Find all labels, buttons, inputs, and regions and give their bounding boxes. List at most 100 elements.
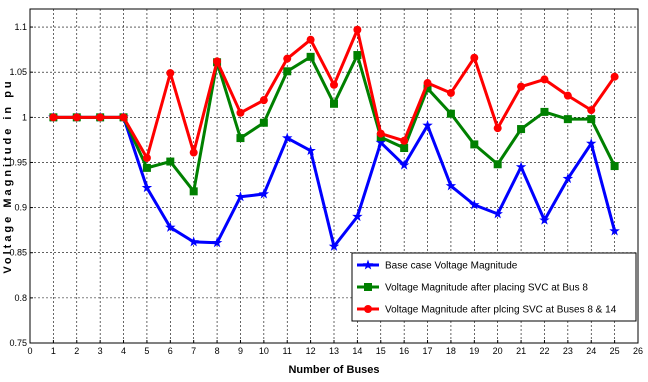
data-point [189, 187, 198, 196]
x-tick-label: 6 [168, 346, 173, 356]
data-point [353, 25, 362, 34]
data-point [470, 53, 479, 62]
data-point [586, 138, 597, 148]
data-point [492, 208, 503, 219]
data-point [469, 199, 480, 210]
data-point [587, 106, 596, 115]
data-point [400, 144, 409, 153]
data-point [330, 99, 338, 108]
data-point [236, 108, 245, 117]
legend-marker [362, 259, 374, 270]
data-point [353, 51, 362, 60]
data-point [587, 115, 596, 124]
data-point [96, 113, 105, 122]
data-point [517, 125, 526, 134]
x-tick-label: 4 [121, 346, 126, 356]
data-point [470, 140, 479, 149]
y-tick-label: 1 [22, 112, 27, 122]
x-tick-label: 24 [586, 346, 596, 356]
y-tick-label: 0.9 [14, 203, 27, 213]
data-point [188, 236, 199, 247]
x-tick-label: 8 [215, 346, 220, 356]
x-tick-label: 11 [283, 346, 292, 356]
data-point [540, 107, 549, 116]
legend-label: Voltage Magnitude after plcing SVC at Bu… [385, 305, 617, 316]
legend-box [351, 252, 637, 322]
data-point [515, 161, 527, 172]
x-tick-label: 12 [306, 346, 316, 356]
data-point [306, 35, 315, 44]
data-point [423, 79, 432, 88]
x-tick-label: 9 [238, 346, 243, 356]
series-1 [48, 111, 620, 251]
data-point [375, 137, 386, 148]
x-tick-label: 1 [51, 346, 56, 356]
data-point [119, 113, 128, 122]
data-point [493, 124, 502, 133]
x-tick-label: 25 [610, 346, 620, 356]
x-tick-label: 13 [329, 346, 339, 356]
data-point [563, 115, 572, 124]
data-point [165, 221, 176, 232]
legend-entry: Voltage Magnitude after placing SVC at B… [357, 283, 588, 294]
x-tick-label: 14 [352, 346, 362, 356]
series-layer [48, 25, 620, 251]
x-tick-label: 16 [399, 346, 409, 356]
x-tick-label: 23 [563, 346, 573, 356]
legend-marker [364, 305, 372, 313]
data-point [517, 82, 526, 91]
data-point [213, 57, 222, 66]
x-tick-label: 26 [633, 346, 643, 356]
data-point [166, 69, 175, 78]
data-point [493, 160, 502, 169]
data-point [563, 91, 572, 100]
data-point [398, 159, 410, 170]
data-point [282, 132, 293, 143]
x-tick-label: 7 [191, 346, 196, 356]
x-tick-label: 10 [259, 346, 269, 356]
data-point [283, 54, 292, 63]
y-axis-title: Voltage Magnitude in pu [2, 78, 14, 273]
series-3 [49, 25, 619, 162]
data-point [610, 162, 619, 171]
legend: Base case Voltage Magnitude Voltage Magni… [351, 252, 637, 322]
data-point [258, 188, 270, 199]
data-point [142, 153, 151, 162]
x-tick-label: 2 [74, 346, 79, 356]
x-tick-label: 17 [423, 346, 433, 356]
data-point [539, 214, 550, 225]
x-tick-label: 22 [539, 346, 549, 356]
x-tick-label: 21 [516, 346, 526, 356]
data-point [446, 88, 455, 97]
x-tick-label: 3 [98, 346, 103, 356]
data-point [423, 84, 432, 93]
data-point [189, 148, 198, 157]
data-point [400, 136, 409, 145]
tick-labels: 0 1 2 3 4 5 6 7 8 9 10 11 12 13 14 15 16 17 18 19 20 21 22 23 24… [9, 22, 643, 356]
data-point [259, 118, 268, 127]
x-tick-label: 18 [446, 346, 456, 356]
legend-marker [364, 283, 372, 291]
x-tick-label: 5 [144, 346, 149, 356]
data-point [305, 145, 316, 156]
data-point [328, 240, 340, 251]
data-point [259, 96, 268, 105]
data-point [166, 157, 175, 166]
data-point [562, 173, 574, 184]
legend-entry: Voltage Magnitude after plcing SVC at Bu… [357, 305, 617, 316]
data-point [236, 134, 245, 143]
y-tick-label: 0.85 [9, 248, 27, 258]
x-tick-label: 15 [376, 346, 386, 356]
y-tick-label: 1.05 [9, 67, 27, 77]
y-tick-label: 0.8 [14, 293, 27, 303]
data-point [283, 67, 292, 76]
data-point [142, 163, 151, 172]
data-point [446, 109, 455, 118]
data-point [445, 180, 457, 191]
data-point [352, 211, 363, 222]
x-tick-label: 20 [493, 346, 503, 356]
data-point [49, 113, 58, 122]
x-axis-title: Number of Buses [288, 364, 379, 376]
